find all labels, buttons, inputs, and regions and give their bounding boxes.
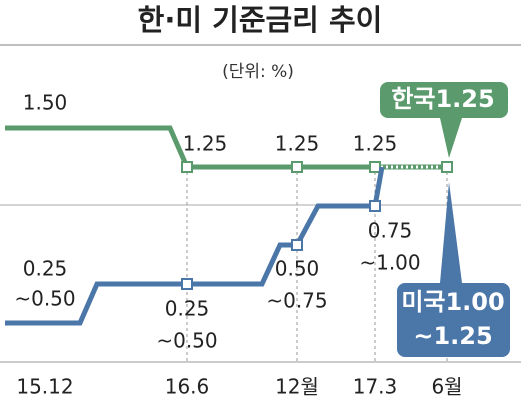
value-label: ~0.50 — [14, 287, 75, 311]
value-label: 0.75 — [368, 219, 413, 243]
value-label: 1.25 — [353, 132, 398, 156]
subtitle: (단위: %) — [222, 62, 294, 82]
point-marker — [291, 161, 303, 173]
chart-title: 한·미 기준금리 추이 — [138, 3, 383, 37]
series-line — [5, 166, 385, 326]
callout-label: 미국1.00 — [401, 288, 504, 316]
value-label: 0.25 — [23, 257, 68, 281]
callout-label: ~1.25 — [413, 322, 492, 350]
x-tick-label: 12월 — [275, 375, 319, 399]
value-label: 1.25 — [275, 132, 320, 156]
callout-box — [380, 82, 508, 158]
x-tick-label: 15.12 — [16, 375, 73, 399]
point-marker — [369, 161, 381, 173]
x-tick-label: 17.3 — [353, 375, 398, 399]
point-marker — [181, 161, 193, 173]
x-tick-label: 6월 — [431, 375, 462, 399]
value-label: 0.25 — [165, 297, 210, 321]
value-label: ~0.50 — [156, 329, 217, 353]
point-marker — [181, 278, 193, 290]
callouts — [380, 82, 510, 357]
point-marker — [291, 239, 303, 251]
point-marker — [441, 161, 453, 173]
callout-box — [397, 182, 510, 357]
value-label: 1.25 — [183, 132, 228, 156]
value-label: ~0.75 — [266, 289, 327, 313]
value-label: ~1.00 — [359, 251, 420, 275]
value-label: 1.50 — [23, 91, 68, 115]
value-label: 0.50 — [275, 257, 320, 281]
x-tick-label: 16.6 — [165, 375, 210, 399]
callout-label: 한국1.25 — [391, 85, 494, 113]
point-marker — [369, 200, 381, 212]
